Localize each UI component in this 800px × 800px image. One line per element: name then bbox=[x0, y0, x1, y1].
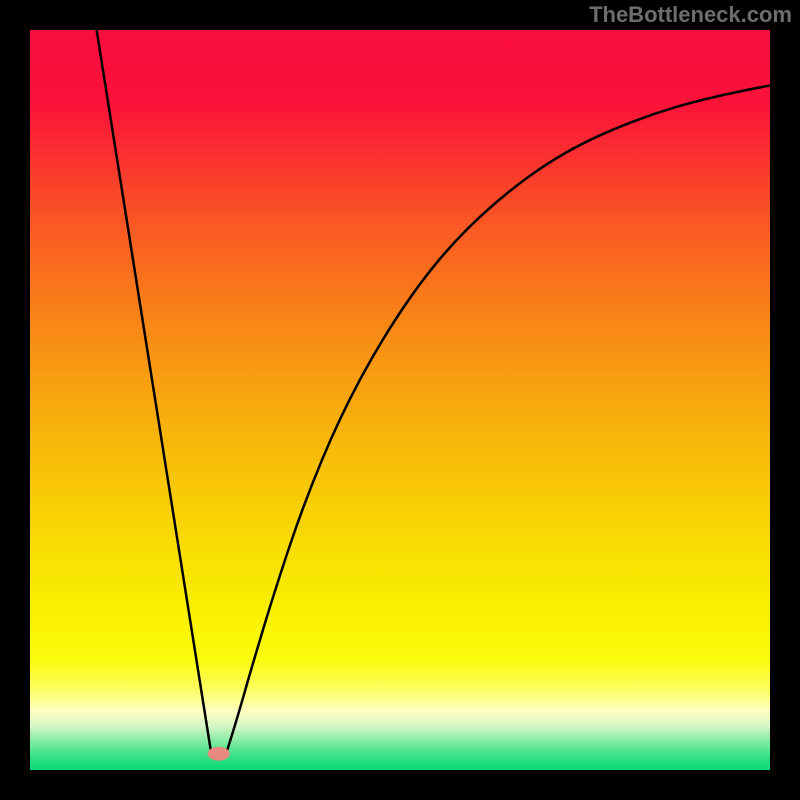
chart-svg bbox=[0, 0, 800, 800]
chart-container: TheBottleneck.com bbox=[0, 0, 800, 800]
plot-background bbox=[30, 30, 770, 770]
watermark-text: TheBottleneck.com bbox=[589, 2, 792, 28]
minimum-marker bbox=[208, 747, 230, 761]
